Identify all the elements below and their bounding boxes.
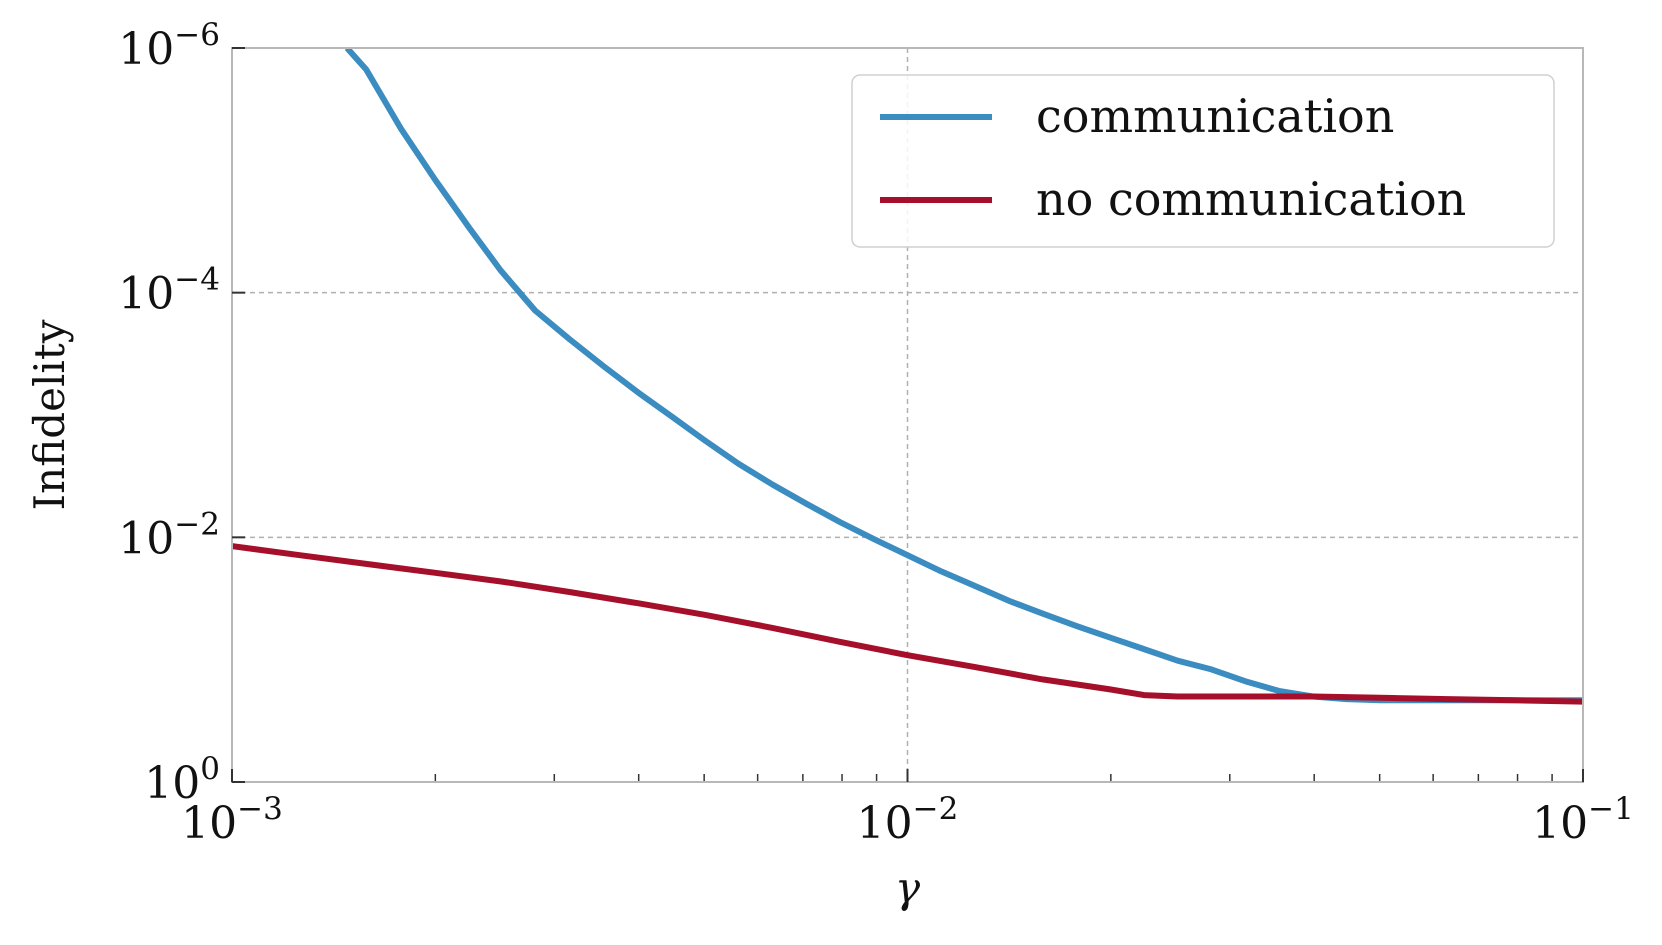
legend: communication no communication (851, 74, 1555, 248)
x-tick-label: 10−2 (857, 791, 959, 849)
series-line-no-communication (232, 543, 1583, 705)
x-minor-ticks (434, 774, 1553, 782)
x-tick-label: 10−1 (1532, 791, 1634, 849)
x-axis-ticks: 10−3 10−2 10−1 (181, 769, 1634, 849)
y-tick-label: 10−2 (118, 506, 220, 564)
legend-label: communication (1036, 89, 1394, 143)
grid-lines (232, 48, 1583, 782)
series-line-communication (344, 48, 1583, 704)
x-axis-label: γ (895, 863, 921, 912)
y-tick-label: 10−6 (118, 17, 220, 75)
y-tick-label: 10−4 (118, 262, 220, 320)
y-axis-label: Infidelity (25, 319, 74, 510)
legend-label: no communication (1036, 172, 1466, 226)
y-axis-ticks: 10−6 10−4 10−2 100 (118, 17, 245, 809)
legend-box (851, 74, 1555, 248)
y-tick-label: 100 (144, 751, 220, 809)
x-tick-label: 10−3 (181, 791, 283, 849)
series-layer (232, 48, 1583, 705)
